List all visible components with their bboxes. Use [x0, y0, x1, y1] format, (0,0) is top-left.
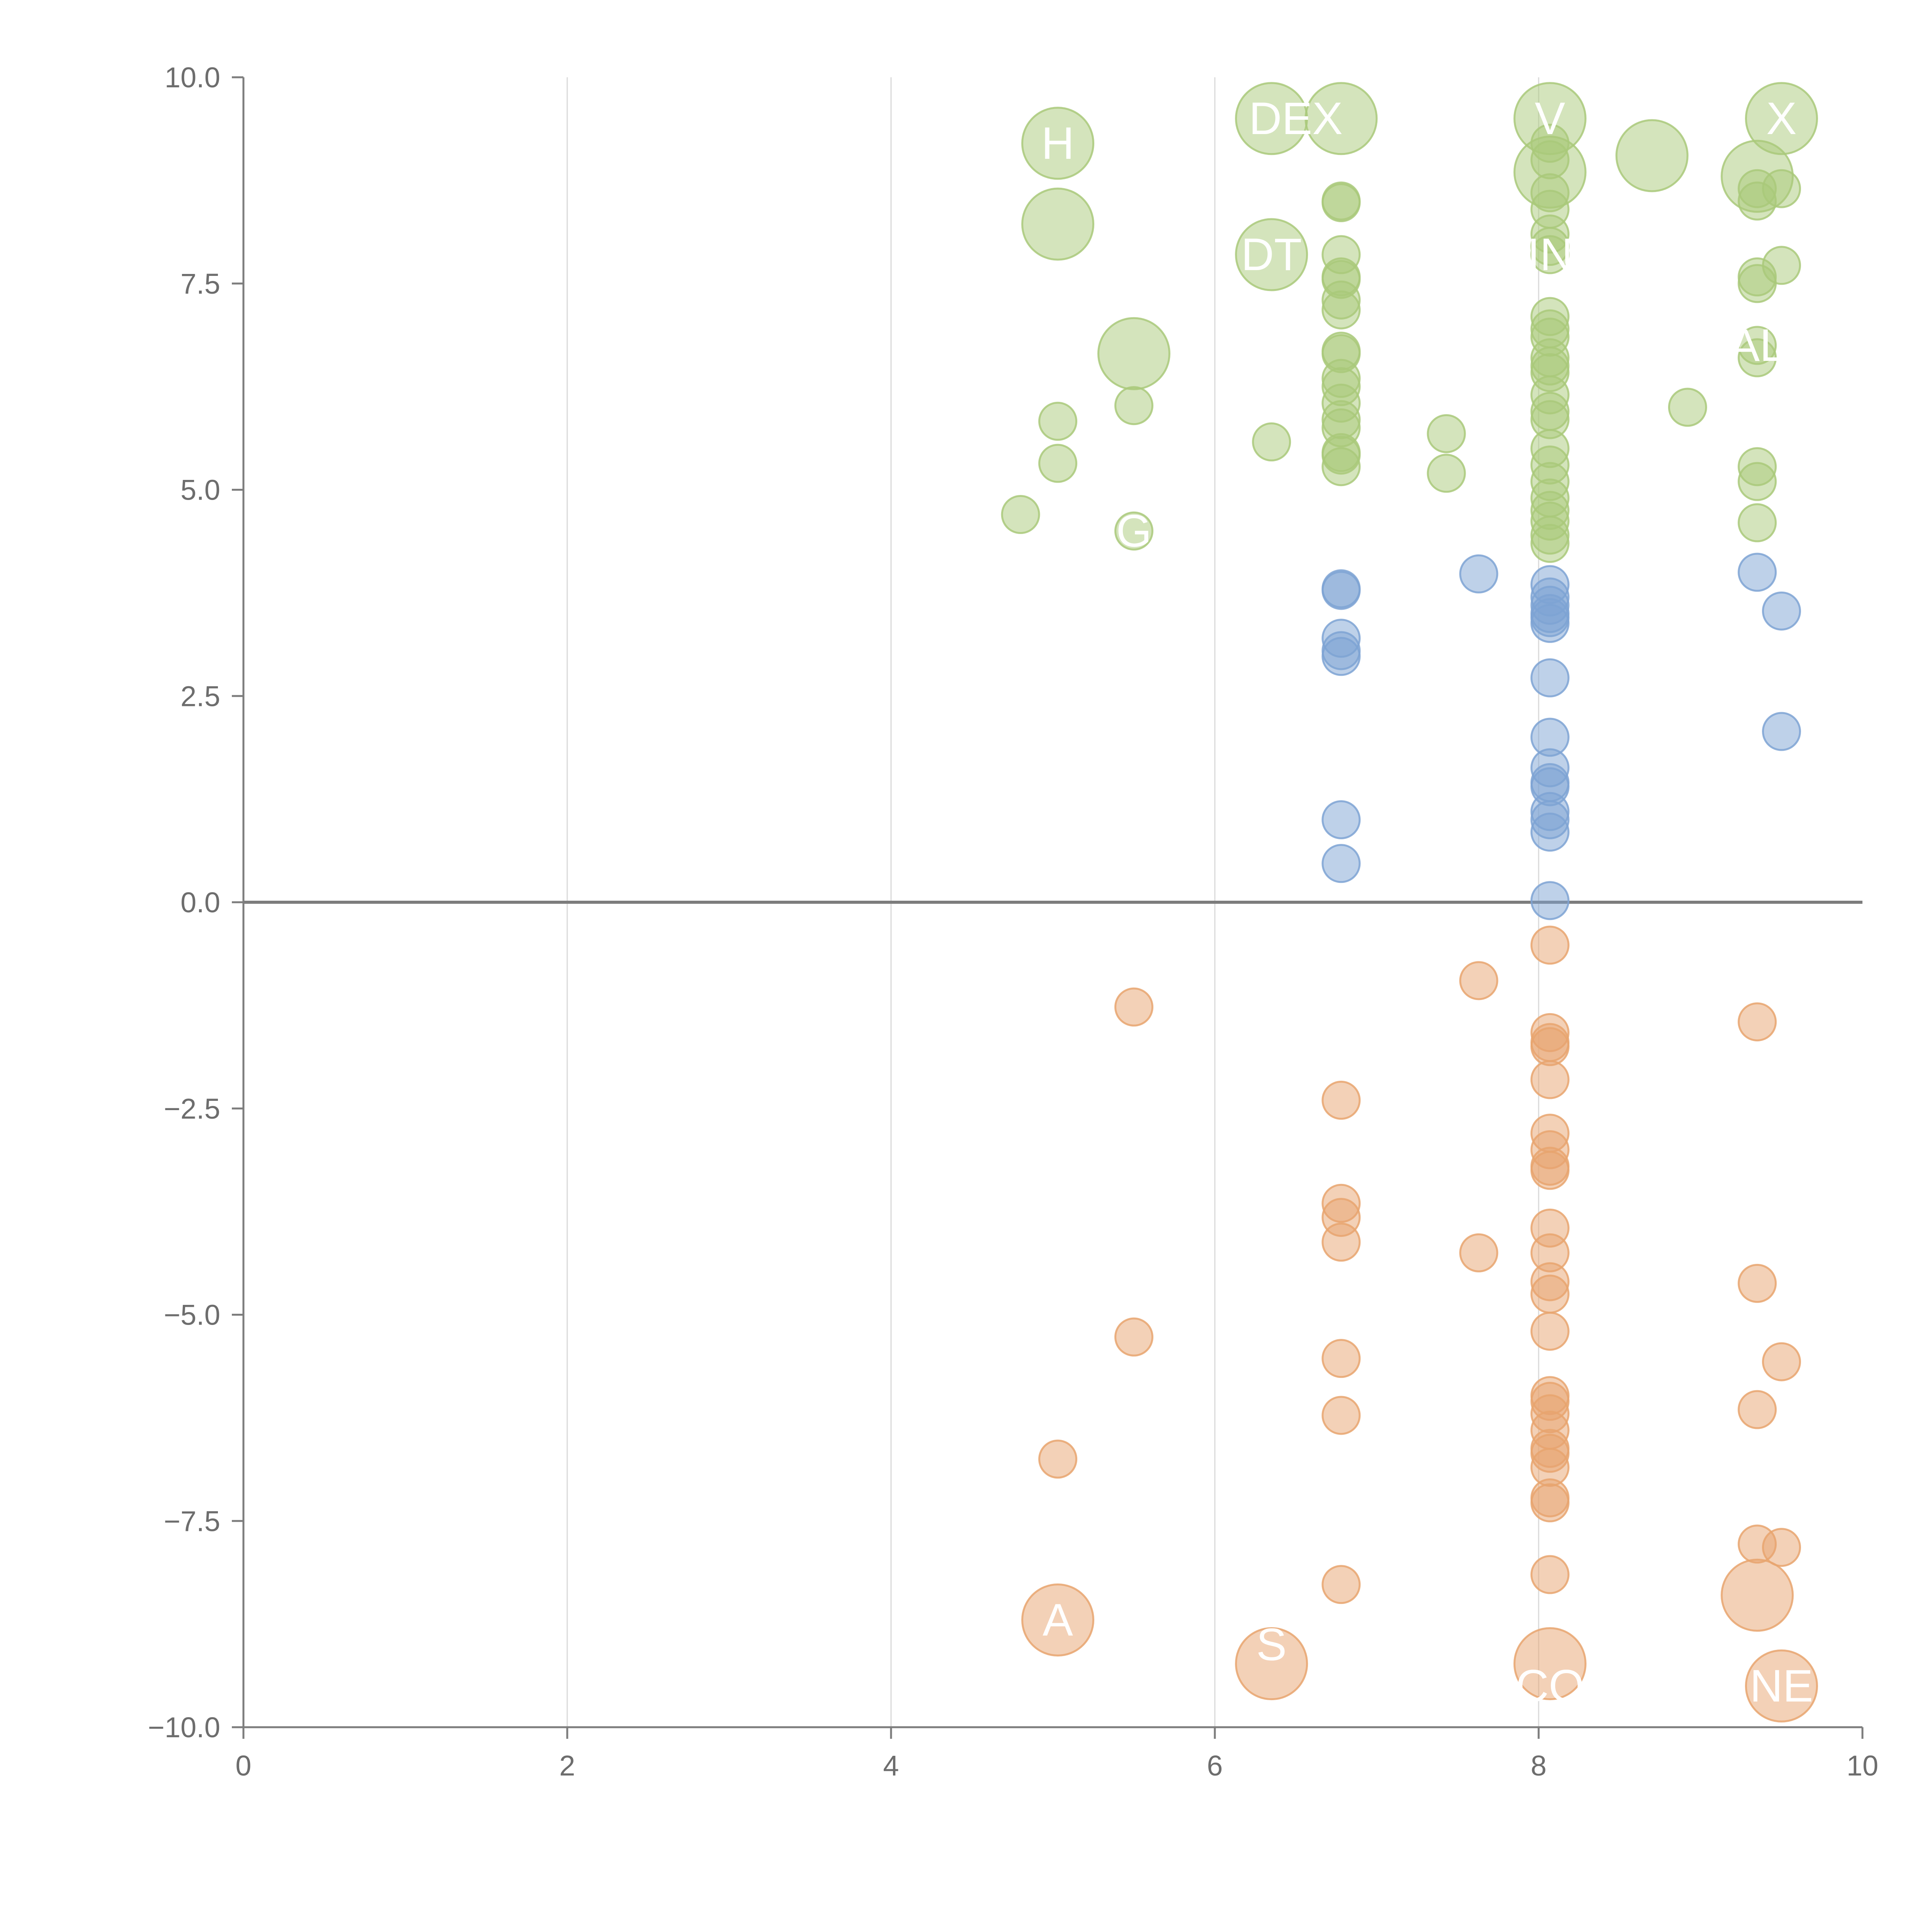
high-data-point	[1097, 317, 1170, 390]
point-label: X	[1766, 93, 1797, 144]
low-data-point	[1738, 1002, 1777, 1042]
low-data-point	[1530, 1555, 1570, 1594]
mid-data-point	[1530, 881, 1570, 920]
mid-data-point	[1762, 712, 1801, 751]
low-data-point	[1235, 1627, 1308, 1701]
low-data-point	[1762, 1528, 1801, 1567]
mid-data-point	[1321, 637, 1361, 676]
mid-data-point	[1530, 813, 1570, 852]
high-data-point	[1530, 524, 1570, 563]
y-tick-label: 2.5	[180, 680, 220, 712]
x-tick-label: 4	[883, 1750, 899, 1782]
low-data-point	[1738, 1264, 1777, 1303]
point-label: H	[1041, 118, 1074, 169]
low-data-point	[1459, 1233, 1498, 1272]
high-data-point	[1738, 462, 1777, 501]
low-data-point	[1114, 987, 1153, 1027]
high-data-point	[1252, 422, 1291, 462]
low-data-point	[1321, 1223, 1361, 1262]
high-data-point	[1021, 187, 1095, 261]
high-data-point	[1427, 414, 1466, 453]
mid-data-point	[1321, 844, 1361, 883]
y-tick-label: 5.0	[180, 474, 220, 506]
low-data-point	[1021, 1583, 1095, 1656]
low-data-point	[1530, 1483, 1570, 1522]
high-data-point	[1738, 338, 1777, 378]
mid-data-point	[1762, 591, 1801, 631]
low-data-point	[1459, 961, 1498, 1000]
high-data-point	[1304, 82, 1378, 155]
point-label: NE	[1750, 1660, 1813, 1711]
low-data-point	[1745, 1649, 1818, 1723]
high-data-point	[1530, 235, 1570, 274]
low-data-point	[1530, 1151, 1570, 1190]
high-data-point	[1745, 82, 1818, 155]
high-data-point	[1668, 388, 1707, 427]
high-data-point	[1321, 447, 1361, 486]
data-points	[1001, 82, 1818, 1723]
low-data-point	[1038, 1439, 1078, 1479]
point-label: IN	[1527, 229, 1573, 280]
y-tick-label: −2.5	[164, 1093, 220, 1125]
high-data-point	[1235, 218, 1308, 291]
high-data-point	[1762, 246, 1801, 285]
point-label: CO	[1516, 1660, 1584, 1711]
x-tick-label: 10	[1847, 1750, 1878, 1782]
high-data-point	[1114, 386, 1153, 425]
x-tick-label: 2	[559, 1750, 575, 1782]
y-tick-label: −5.0	[164, 1299, 220, 1331]
high-data-point	[1321, 290, 1361, 330]
x-tick-label: 6	[1207, 1750, 1223, 1782]
point-label: V	[1535, 93, 1565, 144]
low-data-point	[1530, 1311, 1570, 1351]
low-data-point	[1513, 1627, 1587, 1701]
mid-data-point	[1321, 800, 1361, 839]
low-data-point	[1530, 1274, 1570, 1314]
low-data-point	[1321, 1339, 1361, 1378]
mid-data-point	[1530, 604, 1570, 643]
high-data-point	[1738, 503, 1777, 543]
y-tick-label: −7.5	[164, 1505, 220, 1537]
low-data-point	[1321, 1080, 1361, 1120]
point-label: DT	[1241, 229, 1302, 280]
low-data-point	[1721, 1558, 1794, 1632]
point-label: A	[1043, 1594, 1073, 1645]
point-label: G	[1116, 505, 1152, 556]
high-data-point	[1021, 107, 1095, 180]
low-data-point	[1321, 1565, 1361, 1604]
low-data-point	[1738, 1390, 1777, 1429]
point-labels: H DEX V X DT IN AL G A S CO NE	[1041, 93, 1813, 1712]
mid-data-point	[1738, 553, 1777, 592]
point-label: AL	[1729, 320, 1785, 371]
low-data-point	[1530, 925, 1570, 965]
high-data-point	[1038, 401, 1078, 441]
high-data-point	[1530, 140, 1570, 179]
y-tick-label: 7.5	[180, 268, 220, 300]
axes: 0 2 4 6 8 10 10.0 7.5 5.0 2.5 0.0 −2.5 −5.0 −7.5 −10.0	[148, 61, 1878, 1782]
low-data-point	[1321, 1396, 1361, 1435]
x-tick-label: 0	[235, 1750, 251, 1782]
low-data-point	[1114, 1317, 1153, 1357]
high-data-point	[1114, 511, 1153, 551]
high-data-point	[1321, 183, 1361, 223]
y-tick-label: −10.0	[148, 1711, 220, 1743]
high-data-point	[1762, 169, 1801, 208]
y-tick-label: 0.0	[180, 886, 220, 918]
mid-data-point	[1459, 554, 1498, 594]
point-label: DEX	[1249, 93, 1343, 144]
high-data-point	[1001, 495, 1040, 534]
y-tick-label: 10.0	[165, 61, 220, 94]
low-data-point	[1762, 1342, 1801, 1381]
high-data-point	[1038, 444, 1078, 483]
low-data-point	[1530, 1060, 1570, 1099]
mid-data-point	[1321, 571, 1361, 610]
high-data-point	[1427, 454, 1466, 493]
x-tick-label: 8	[1531, 1750, 1546, 1782]
mid-data-point	[1530, 658, 1570, 697]
low-data-point	[1530, 1027, 1570, 1066]
high-data-point	[1615, 119, 1689, 192]
point-label: S	[1256, 1619, 1287, 1670]
